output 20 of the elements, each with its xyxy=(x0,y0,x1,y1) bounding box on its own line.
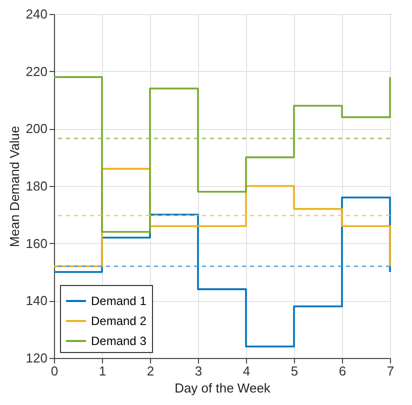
y-tick-label: 200 xyxy=(26,121,48,136)
x-tick-label: 4 xyxy=(242,364,250,378)
x-tick-label: 0 xyxy=(50,364,58,378)
x-tick-label: 5 xyxy=(290,364,298,378)
legend-label: Demand 2 xyxy=(91,314,147,328)
x-axis-title: Day of the Week xyxy=(174,380,271,396)
y-tick-label: 120 xyxy=(26,350,48,366)
x-tick-label: 7 xyxy=(386,364,394,378)
legend-label: Demand 3 xyxy=(91,334,147,348)
x-tick-label: 3 xyxy=(194,364,202,378)
legend-label: Demand 1 xyxy=(91,294,147,308)
y-tick-label: 140 xyxy=(26,293,48,308)
y-tick-label: 180 xyxy=(26,178,48,194)
y-tick-label: 220 xyxy=(26,64,48,79)
x-tick-label: 6 xyxy=(338,364,346,378)
x-tick-label: 2 xyxy=(146,364,154,378)
y-axis-title: Mean Demand Value xyxy=(6,126,22,248)
y-tick-label: 160 xyxy=(26,236,48,251)
y-tick-label: 240 xyxy=(26,6,48,22)
x-tick-label: 1 xyxy=(98,364,106,378)
